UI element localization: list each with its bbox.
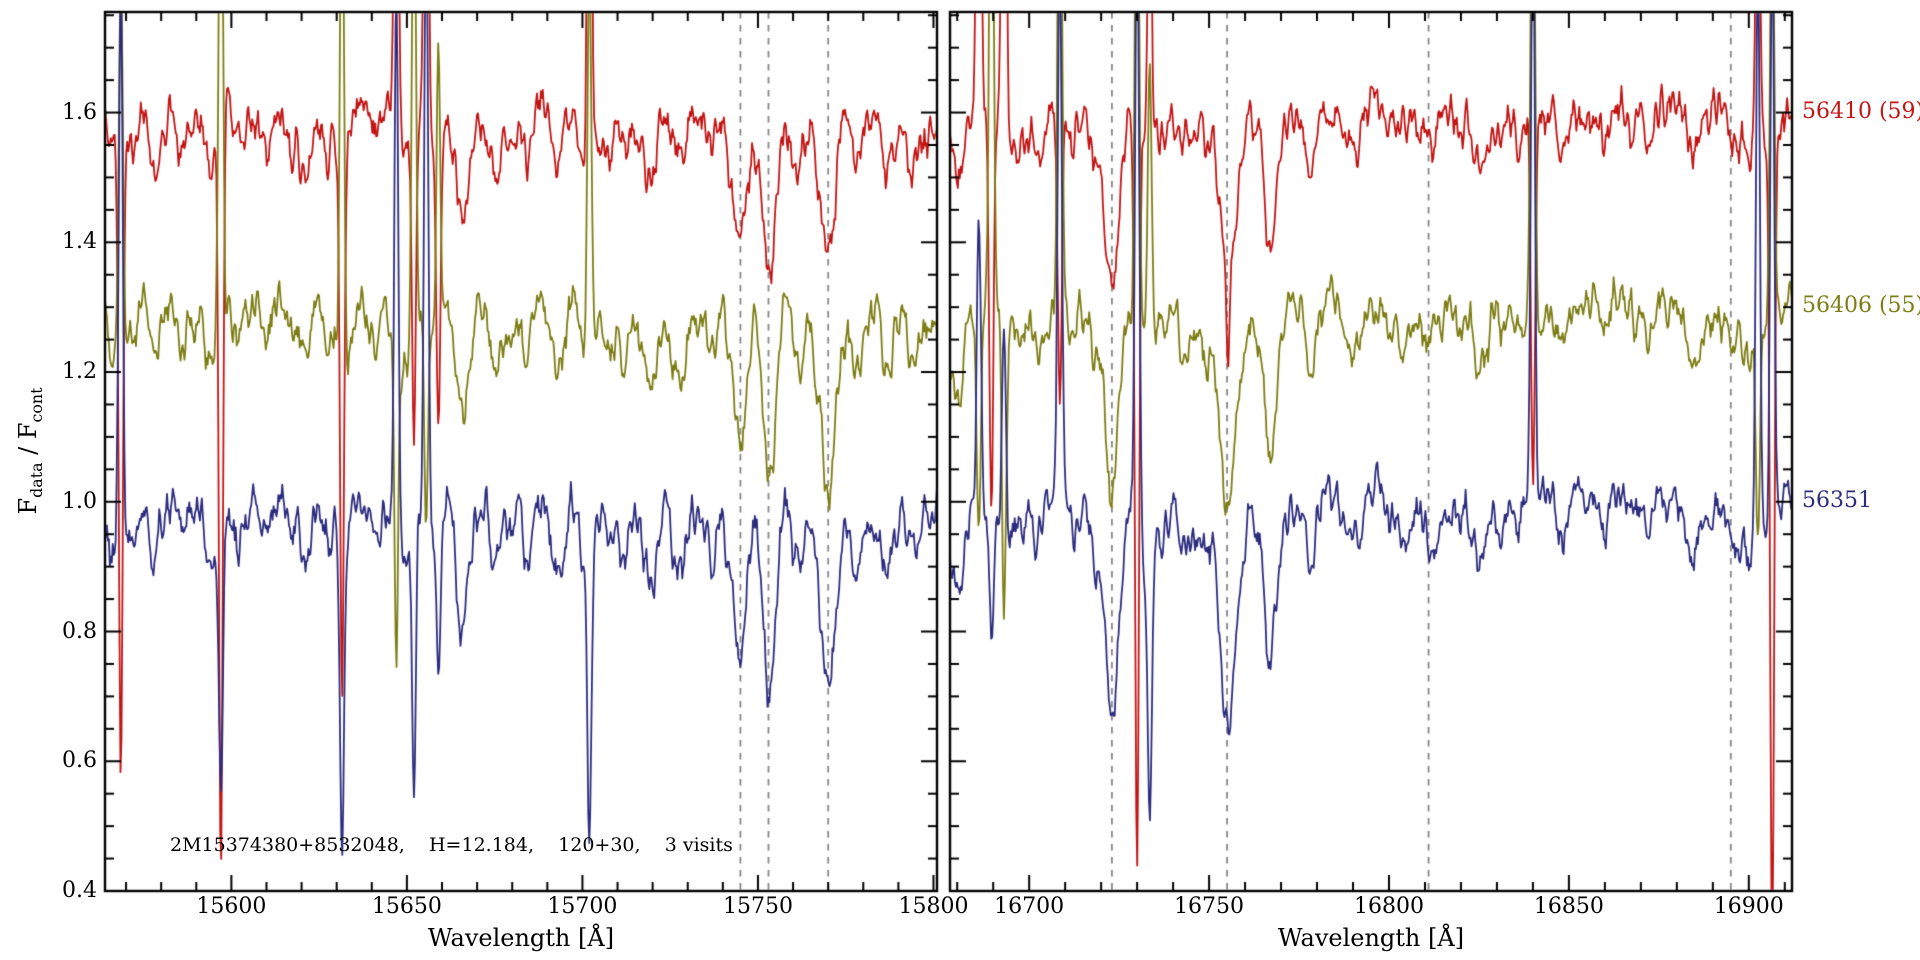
y-axis-label-sub-cont: cont (26, 387, 46, 423)
target-annotation: 2M15374380+8532048, H=12.184, 120+30, 3 … (170, 834, 733, 856)
y-tick-label-1.4: 1.4 (62, 229, 97, 255)
x-tick-label-16700: 16700 (994, 894, 1065, 919)
x-tick-label-15600: 15600 (196, 894, 267, 919)
x-axis-label-right: Wavelength [Å] (1277, 924, 1465, 952)
y-tick-label-0.8: 0.8 (62, 618, 97, 644)
x-tick-label-16750: 16750 (1174, 894, 1245, 919)
series-label-56410: 56410 (59) (1802, 98, 1920, 124)
x-tick-label-15650: 15650 (371, 894, 442, 919)
x-axis-label-left: Wavelength [Å] (427, 924, 615, 952)
x-tick-label-16850: 16850 (1533, 894, 1604, 919)
x-tick-label-15800: 15800 (898, 894, 969, 919)
y-tick-label-0.4: 0.4 (62, 878, 97, 903)
x-tick-label-15750: 15750 (722, 894, 793, 919)
y-tick-label-1.6: 1.6 (62, 99, 97, 125)
y-tick-label-0.6: 0.6 (62, 748, 97, 774)
x-tick-label-16900: 16900 (1713, 894, 1784, 919)
y-tick-label-1.0: 1.0 (62, 488, 97, 514)
y-tick-label-1.2: 1.2 (62, 359, 97, 385)
x-tick-label-15700: 15700 (547, 894, 618, 919)
y-axis-label-mid: / F (14, 422, 43, 463)
series-label-56406: 56406 (55) (1802, 293, 1920, 319)
series-label-56351: 56351 (1802, 487, 1872, 513)
x-tick-label-16800: 16800 (1353, 894, 1424, 919)
